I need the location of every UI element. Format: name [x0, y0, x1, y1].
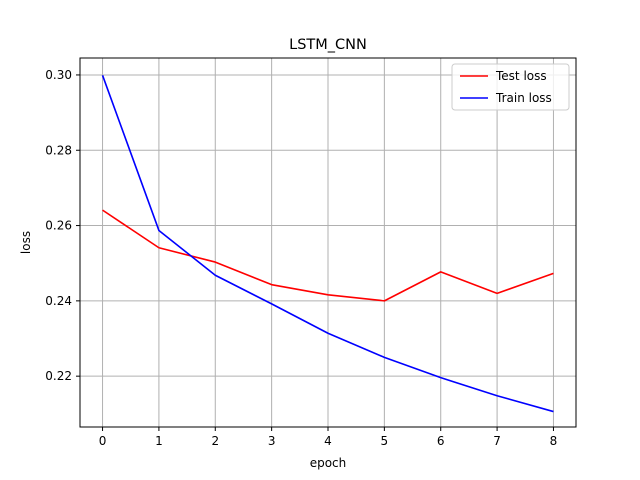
- y-tick-label: 0.28: [45, 143, 72, 157]
- series-group: [101, 75, 554, 413]
- x-tick-label: 3: [268, 434, 276, 448]
- legend-label: Test loss: [495, 69, 547, 83]
- grid: [80, 58, 576, 427]
- x-axis-label: epoch: [310, 456, 347, 470]
- x-tick-label: 0: [99, 434, 107, 448]
- x-tick-label: 2: [211, 434, 219, 448]
- x-tick-label: 1: [155, 434, 163, 448]
- y-tick-label: 0.24: [45, 294, 72, 308]
- y-tick-label: 0.30: [45, 68, 72, 82]
- series-line-train-loss: [101, 75, 554, 413]
- y-tick-label: 0.22: [45, 369, 72, 383]
- series-line-test-loss: [102, 209, 554, 302]
- legend: Test loss Train loss: [451, 63, 570, 111]
- x-tick-label: 4: [324, 434, 332, 448]
- x-tick-label: 8: [550, 434, 558, 448]
- y-axis-label: loss: [19, 231, 33, 254]
- y-tick-label: 0.26: [45, 219, 72, 233]
- x-axis: 0 1 2 3 4 5 6 7 8: [99, 427, 558, 448]
- x-tick-label: 7: [493, 434, 501, 448]
- chart-title: LSTM_CNN: [289, 37, 367, 53]
- y-axis: 0.22 0.24 0.26 0.28 0.30: [45, 68, 80, 383]
- x-tick-label: 6: [437, 434, 445, 448]
- x-tick-label: 5: [381, 434, 389, 448]
- legend-label: Train loss: [495, 91, 552, 105]
